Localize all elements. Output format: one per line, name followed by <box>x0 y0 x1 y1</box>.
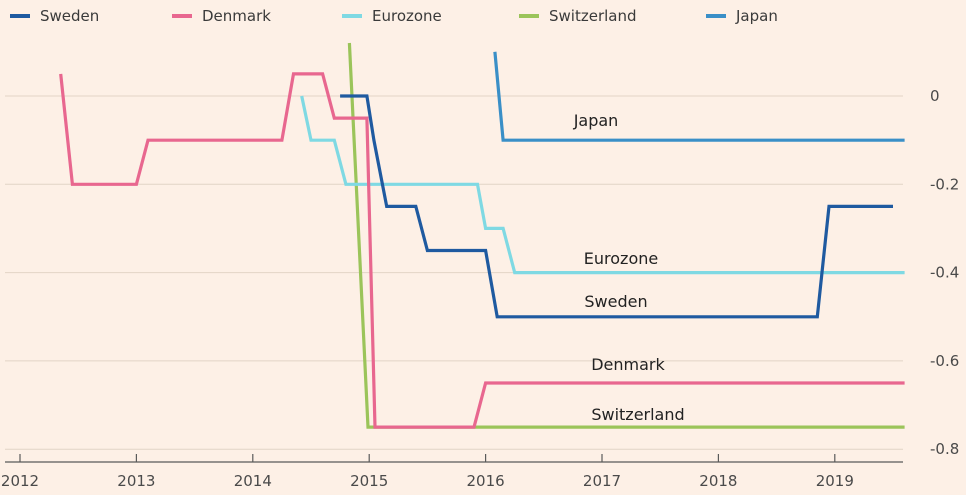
legend-label-denmark: Denmark <box>202 7 271 25</box>
y-tick-label: -0.8 <box>930 440 959 458</box>
series-label-switzerland: Switzerland <box>591 405 684 424</box>
x-tick-label: 2018 <box>699 472 737 490</box>
series-label-japan: Japan <box>573 111 619 130</box>
y-tick-label: -0.4 <box>930 264 959 282</box>
y-tick-label: 0 <box>930 87 940 105</box>
x-tick-label: 2017 <box>583 472 621 490</box>
series-line-eurozone <box>300 95 905 275</box>
y-tick-label: -0.6 <box>930 352 959 370</box>
legend-label-japan: Japan <box>735 7 778 25</box>
series-label-sweden: Sweden <box>584 292 647 311</box>
x-tick-label: 2012 <box>1 472 39 490</box>
legend: Sweden Denmark Eurozone Switzerland Japan <box>10 7 778 25</box>
y-axis: 0 -0.2 -0.4 -0.6 -0.8 <box>930 87 959 458</box>
x-tick-label: 2016 <box>467 472 505 490</box>
legend-label-sweden: Sweden <box>40 7 99 25</box>
x-axis: 2012 2013 2014 2015 2016 2017 2018 2019 <box>1 454 903 490</box>
series-label-denmark: Denmark <box>591 355 665 374</box>
series-lines <box>59 42 905 429</box>
legend-label-switzerland: Switzerland <box>549 7 637 25</box>
y-tick-label: -0.2 <box>930 175 959 193</box>
series-line-denmark <box>59 72 905 429</box>
series-line-sweden <box>340 94 893 319</box>
x-tick-label: 2013 <box>117 472 155 490</box>
series-line-japan <box>493 51 905 142</box>
x-tick-label: 2019 <box>816 472 854 490</box>
x-tick-label: 2014 <box>234 472 272 490</box>
series-label-eurozone: Eurozone <box>584 249 658 268</box>
series-line-switzerland <box>347 42 905 429</box>
legend-label-eurozone: Eurozone <box>372 7 442 25</box>
x-tick-label: 2015 <box>350 472 388 490</box>
series-labels: Sweden Denmark Eurozone Switzerland Japan <box>573 111 685 424</box>
